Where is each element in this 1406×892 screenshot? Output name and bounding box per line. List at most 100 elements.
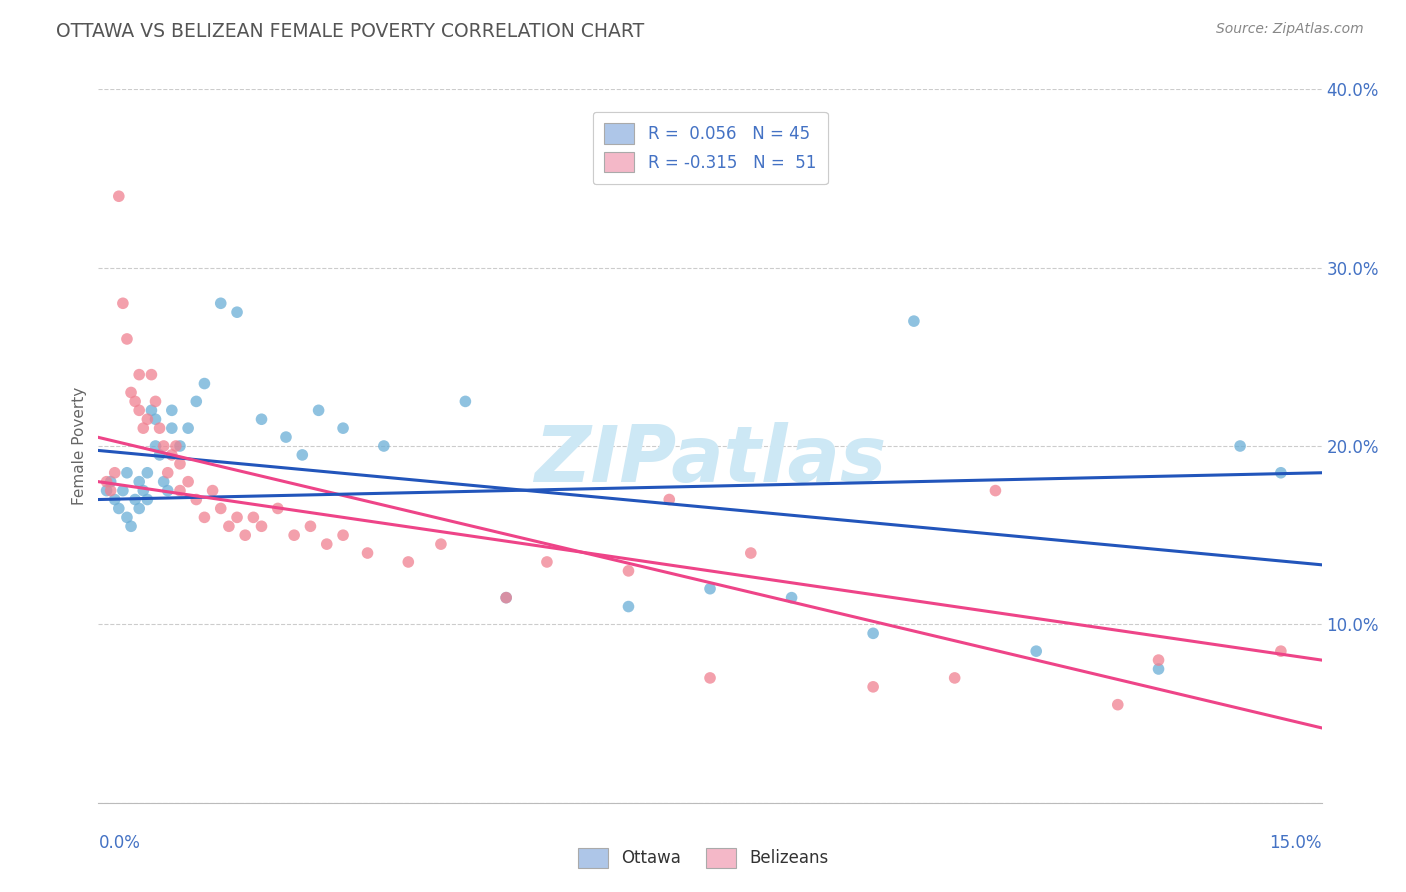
Point — [299, 519, 322, 533]
Point — [862, 626, 884, 640]
Point — [160, 421, 183, 435]
Y-axis label: Female Poverty: Female Poverty — [72, 387, 87, 505]
Point — [233, 528, 256, 542]
Point — [160, 403, 183, 417]
Point — [152, 439, 174, 453]
Point — [100, 483, 122, 498]
Point — [141, 403, 163, 417]
Point — [495, 591, 517, 605]
Point — [193, 510, 215, 524]
Text: 15.0%: 15.0% — [1270, 834, 1322, 852]
Point — [308, 403, 330, 417]
Point — [108, 501, 131, 516]
Point — [152, 475, 174, 489]
Point — [177, 475, 200, 489]
Point — [124, 492, 146, 507]
Point — [332, 421, 354, 435]
Point — [943, 671, 966, 685]
Point — [1025, 644, 1047, 658]
Point — [104, 492, 127, 507]
Point — [250, 519, 273, 533]
Point — [201, 483, 224, 498]
Point — [186, 394, 208, 409]
Point — [267, 501, 290, 516]
Point — [111, 483, 134, 498]
Point — [617, 564, 640, 578]
Point — [226, 510, 249, 524]
Point — [165, 439, 187, 453]
Point — [186, 492, 208, 507]
Point — [274, 430, 297, 444]
Text: 0.0%: 0.0% — [98, 834, 141, 852]
Point — [128, 475, 150, 489]
Point — [115, 510, 138, 524]
Point — [1270, 644, 1292, 658]
Point — [96, 475, 118, 489]
Point — [617, 599, 640, 614]
Point — [156, 483, 179, 498]
Point — [145, 394, 167, 409]
Point — [128, 403, 150, 417]
Point — [160, 448, 183, 462]
Point — [124, 394, 146, 409]
Point — [169, 483, 191, 498]
Point — [454, 394, 477, 409]
Point — [132, 483, 155, 498]
Point — [115, 466, 138, 480]
Point — [699, 582, 721, 596]
Point — [283, 528, 305, 542]
Point — [495, 591, 517, 605]
Legend: Ottawa, Belizeans: Ottawa, Belizeans — [571, 841, 835, 875]
Point — [128, 368, 150, 382]
Point — [1147, 662, 1170, 676]
Point — [250, 412, 273, 426]
Point — [1107, 698, 1129, 712]
Point — [193, 376, 215, 391]
Point — [356, 546, 378, 560]
Point — [156, 466, 179, 480]
Point — [740, 546, 762, 560]
Point — [177, 421, 200, 435]
Point — [780, 591, 803, 605]
Point — [658, 492, 681, 507]
Text: OTTAWA VS BELIZEAN FEMALE POVERTY CORRELATION CHART: OTTAWA VS BELIZEAN FEMALE POVERTY CORREL… — [56, 22, 644, 41]
Point — [209, 296, 232, 310]
Point — [145, 439, 167, 453]
Point — [315, 537, 337, 551]
Point — [396, 555, 419, 569]
Point — [291, 448, 314, 462]
Point — [149, 448, 172, 462]
Point — [120, 385, 142, 400]
Point — [100, 475, 122, 489]
Point — [984, 483, 1007, 498]
Text: ZIPatlas: ZIPatlas — [534, 422, 886, 499]
Point — [373, 439, 395, 453]
Point — [169, 439, 191, 453]
Point — [242, 510, 264, 524]
Point — [108, 189, 131, 203]
Point — [1229, 439, 1251, 453]
Point — [209, 501, 232, 516]
Point — [226, 305, 249, 319]
Point — [104, 466, 127, 480]
Point — [136, 412, 159, 426]
Point — [903, 314, 925, 328]
Text: Source: ZipAtlas.com: Source: ZipAtlas.com — [1216, 22, 1364, 37]
Point — [169, 457, 191, 471]
Point — [149, 421, 172, 435]
Point — [536, 555, 558, 569]
Point — [115, 332, 138, 346]
Point — [1147, 653, 1170, 667]
Point — [862, 680, 884, 694]
Point — [699, 671, 721, 685]
Legend: R =  0.056   N = 45, R = -0.315   N =  51: R = 0.056 N = 45, R = -0.315 N = 51 — [592, 112, 828, 184]
Point — [332, 528, 354, 542]
Point — [120, 519, 142, 533]
Point — [145, 412, 167, 426]
Point — [111, 296, 134, 310]
Point — [132, 421, 155, 435]
Point — [141, 368, 163, 382]
Point — [430, 537, 453, 551]
Point — [218, 519, 240, 533]
Point — [136, 466, 159, 480]
